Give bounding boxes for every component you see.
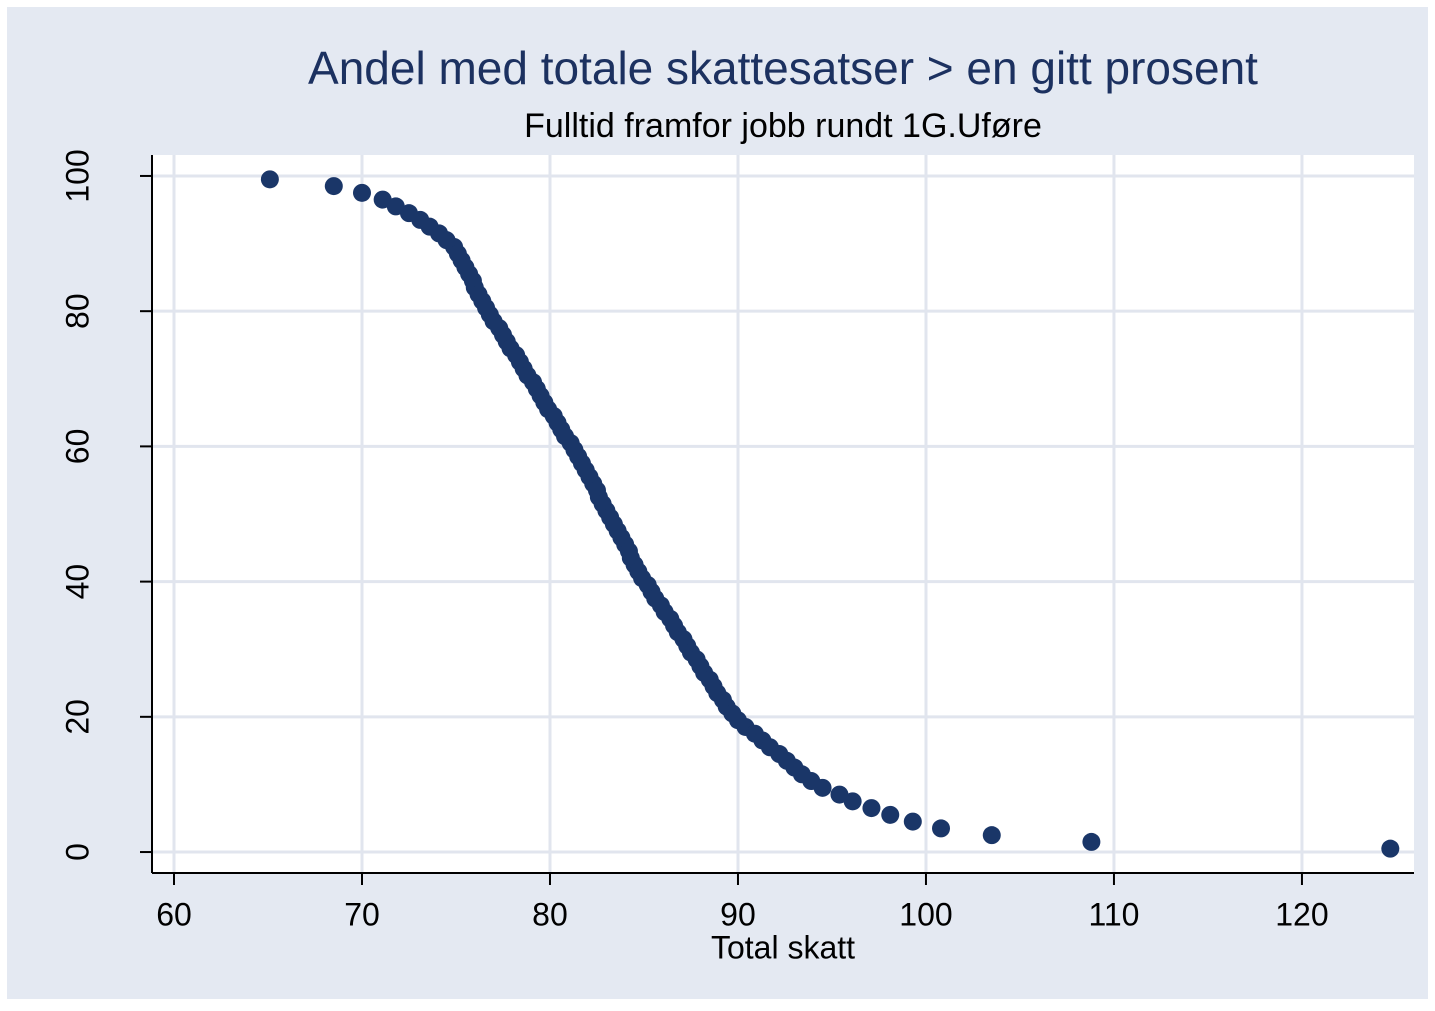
x-tick-label: 120 — [1275, 896, 1328, 932]
x-tick-label: 70 — [344, 896, 380, 932]
x-tick-label: 60 — [156, 896, 192, 932]
point — [881, 805, 900, 824]
chart-title: Andel med totale skattesatser > en gitt … — [308, 42, 1258, 94]
point — [1082, 832, 1101, 851]
y-tick-label: 60 — [59, 429, 95, 465]
y-tick-label: 40 — [59, 564, 95, 600]
point — [982, 826, 1001, 845]
x-tick-label: 90 — [720, 896, 756, 932]
point — [260, 170, 279, 189]
point — [1381, 839, 1400, 858]
point — [862, 799, 881, 818]
point — [903, 812, 922, 831]
chart-subtitle: Fulltid framfor jobb rundt 1G.Uføre — [524, 107, 1042, 145]
point — [352, 183, 371, 202]
x-tick-label: 100 — [899, 896, 952, 932]
y-tick-label: 80 — [59, 293, 95, 329]
y-tick-label: 20 — [59, 699, 95, 735]
point — [843, 792, 862, 811]
x-axis-title: Total skatt — [711, 929, 855, 965]
y-tick-label: 100 — [59, 149, 95, 202]
point — [932, 819, 951, 838]
point — [324, 177, 343, 196]
y-tick-label: 0 — [59, 843, 95, 861]
point — [813, 778, 832, 797]
x-tick-label: 110 — [1088, 896, 1139, 932]
x-tick-label: 80 — [532, 896, 568, 932]
